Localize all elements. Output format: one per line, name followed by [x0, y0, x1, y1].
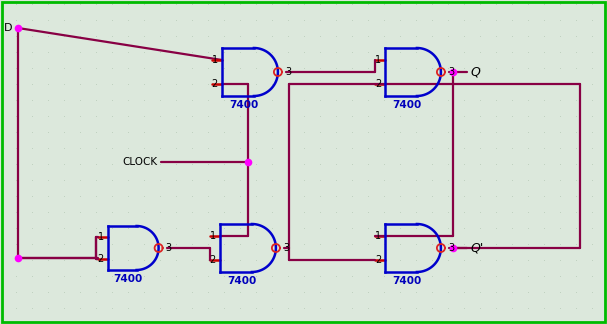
Text: D: D: [4, 23, 12, 33]
Text: 3: 3: [166, 243, 172, 253]
Text: 2: 2: [210, 255, 216, 265]
Text: 7400: 7400: [392, 276, 422, 286]
Text: 7400: 7400: [392, 100, 422, 110]
Text: 7400: 7400: [228, 276, 257, 286]
Text: 3: 3: [448, 243, 454, 253]
Text: 2: 2: [212, 79, 218, 89]
Text: 3: 3: [285, 67, 291, 77]
Text: 2: 2: [375, 79, 381, 89]
Text: 3: 3: [448, 67, 454, 77]
Text: 1: 1: [98, 232, 104, 242]
Text: 2: 2: [98, 254, 104, 264]
Text: 3: 3: [283, 243, 289, 253]
Text: 1: 1: [375, 55, 381, 65]
Text: 2: 2: [375, 255, 381, 265]
Text: 7400: 7400: [229, 100, 259, 110]
Text: Q: Q: [471, 65, 481, 78]
Text: 1: 1: [375, 231, 381, 241]
Text: 1: 1: [210, 231, 216, 241]
Text: CLOCK: CLOCK: [123, 157, 158, 167]
Text: 1: 1: [212, 55, 218, 65]
Text: Q': Q': [471, 241, 484, 254]
Text: 7400: 7400: [113, 274, 143, 284]
